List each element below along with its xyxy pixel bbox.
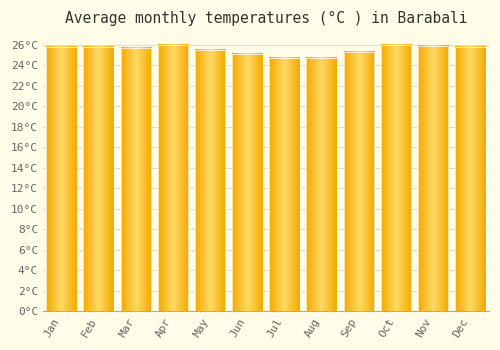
Title: Average monthly temperatures (°C ) in Barabali: Average monthly temperatures (°C ) in Ba…: [64, 11, 467, 26]
Bar: [195, 50, 226, 312]
Bar: [158, 44, 188, 312]
Bar: [344, 52, 374, 312]
Bar: [46, 47, 77, 312]
Bar: [455, 47, 486, 312]
Bar: [232, 54, 262, 312]
Bar: [270, 58, 300, 312]
Bar: [381, 44, 411, 312]
Bar: [120, 48, 151, 312]
Bar: [418, 46, 448, 312]
Bar: [84, 47, 114, 312]
Bar: [306, 58, 337, 312]
